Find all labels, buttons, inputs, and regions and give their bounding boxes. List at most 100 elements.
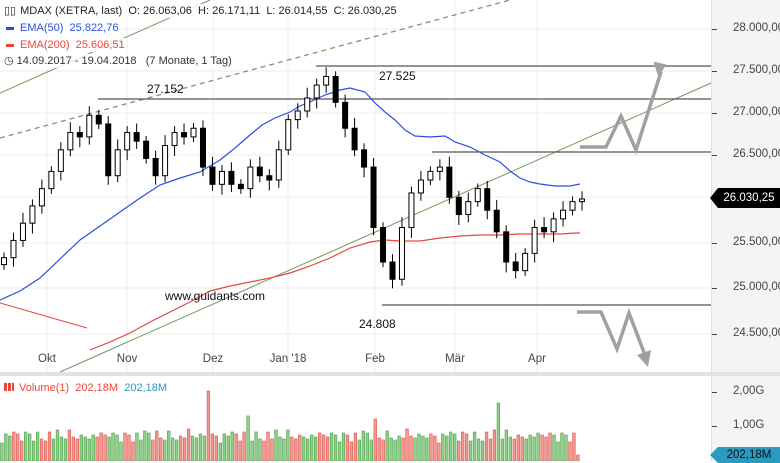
volume-bar	[524, 438, 528, 461]
volume-bar	[457, 440, 461, 461]
legend-volume[interactable]: Volume(1) 202,18M 202,18M	[4, 381, 168, 395]
candle	[86, 114, 93, 138]
current-price-tag: 26.030,25	[710, 188, 780, 208]
trendline-upper-dashed	[0, 0, 511, 139]
candle	[474, 188, 481, 203]
volume-bar	[294, 438, 298, 461]
annotation-high-27525: 27.525	[379, 69, 416, 83]
ema50-swatch-icon	[6, 26, 14, 30]
volume-bar	[333, 434, 338, 461]
price-axis[interactable]	[711, 0, 780, 461]
volume-bar	[20, 440, 24, 461]
candle	[560, 209, 567, 220]
candle	[95, 114, 102, 125]
volume-bar	[151, 439, 155, 461]
candle	[256, 166, 263, 177]
candlesticks	[1, 67, 585, 289]
ema200-swatch-icon	[6, 43, 14, 47]
clock-icon: ◷	[4, 55, 14, 67]
price-label: 24.500,00	[733, 327, 780, 339]
volume-bar	[568, 441, 572, 461]
volume-bar	[28, 433, 32, 461]
month-label: Okt	[38, 353, 56, 365]
volume-bar	[171, 437, 175, 461]
volume-bar	[63, 438, 68, 461]
volume-bar	[536, 432, 540, 461]
candle	[199, 127, 206, 168]
volume-bar	[167, 430, 171, 461]
volume-bar	[552, 434, 556, 461]
volume-bar	[349, 441, 354, 461]
legend-ema200[interactable]: EMA(200) 25.606,51	[4, 38, 125, 52]
volume-bar	[449, 431, 453, 461]
price-label: 25.500,00	[733, 236, 780, 248]
candle	[408, 192, 415, 228]
ytick	[712, 29, 717, 30]
volume-bar	[214, 435, 218, 461]
volume-bar	[147, 432, 151, 461]
ytick	[712, 113, 717, 114]
candle	[531, 226, 538, 254]
candle	[10, 239, 17, 259]
candle	[332, 75, 339, 103]
volume-bar	[178, 435, 183, 461]
candle	[436, 166, 443, 172]
volume-bar	[548, 432, 552, 461]
volume-bar	[345, 434, 350, 461]
candle	[541, 226, 548, 233]
candle	[465, 201, 472, 216]
volume-label: 1,00G	[733, 419, 765, 431]
candle	[181, 132, 188, 138]
volume-bar	[468, 440, 473, 461]
ytick	[712, 288, 717, 289]
volume-bar	[286, 429, 290, 461]
volume-bar	[341, 432, 346, 461]
ytick	[712, 243, 717, 244]
volume-bar	[369, 439, 373, 461]
volume-bar	[318, 432, 322, 461]
volume-bar	[461, 431, 465, 461]
candle	[133, 132, 140, 142]
volume-bar	[472, 431, 477, 461]
candles-icon: ▯▯	[4, 5, 17, 17]
volume-bar	[59, 436, 64, 461]
volume-bar	[361, 430, 365, 461]
volume-bar	[75, 438, 79, 461]
candle	[19, 222, 26, 241]
volume-bar	[262, 440, 266, 461]
candle	[38, 188, 45, 207]
legend-ema50[interactable]: EMA(50) 25.822,76	[4, 21, 119, 35]
candle	[29, 205, 36, 224]
month-label: Feb	[365, 353, 385, 365]
volume-bar	[560, 432, 564, 461]
volume-bar	[135, 432, 139, 461]
volume-bar	[425, 437, 429, 461]
volume-bar	[206, 390, 211, 461]
volume-bar	[159, 437, 163, 461]
volume-bar	[119, 441, 123, 461]
volume-bar	[417, 433, 421, 461]
volume-bar	[520, 436, 524, 461]
volume-bar	[95, 436, 99, 461]
volume-bar	[572, 432, 576, 461]
volume-bar	[274, 429, 278, 461]
ytick	[712, 334, 717, 335]
candle	[114, 149, 121, 177]
candle	[247, 166, 254, 190]
volume-bar	[222, 433, 226, 461]
volume-bar	[508, 436, 512, 461]
volume-bar	[353, 432, 358, 461]
ytick	[712, 155, 717, 156]
arrow-down-head	[637, 350, 651, 367]
pane-divider[interactable]	[0, 372, 780, 376]
volume-bar	[39, 438, 44, 461]
volume-bar	[242, 431, 246, 461]
candle	[275, 149, 282, 181]
volume-bar	[290, 436, 294, 461]
volume-bar	[278, 436, 282, 461]
volume-bar	[405, 428, 409, 461]
volume-bar	[258, 438, 262, 461]
volume-bar	[218, 442, 222, 461]
